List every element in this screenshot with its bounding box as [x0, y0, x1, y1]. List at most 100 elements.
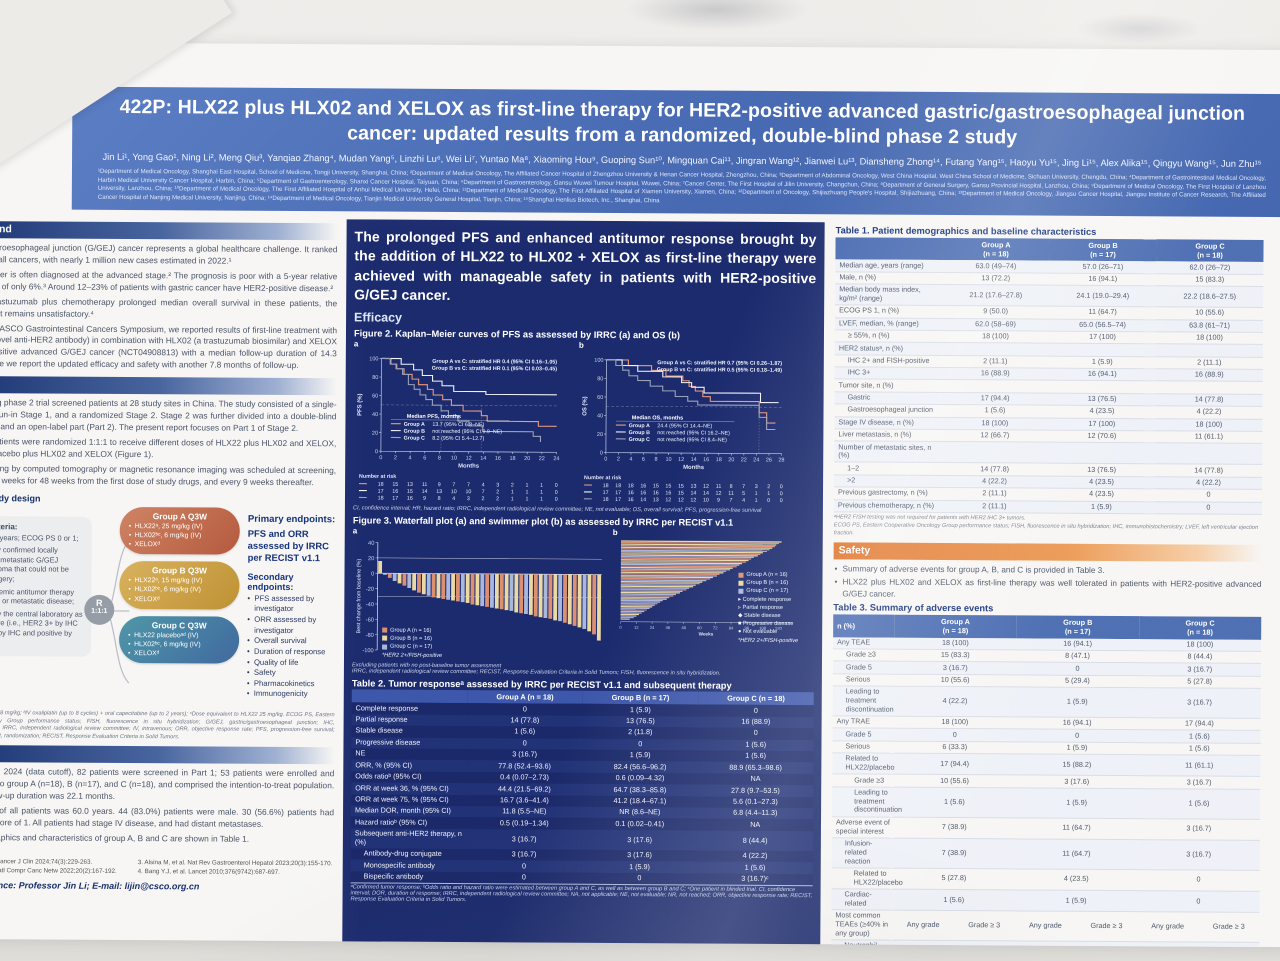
svg-text:7: 7	[482, 490, 485, 496]
table-cell: 1 (5.6)	[893, 786, 1016, 818]
svg-text:5: 5	[742, 491, 745, 497]
figure3-footnote: Excluding patients with no post-baseline…	[352, 663, 814, 678]
table-cell: 15 (83.3)	[894, 649, 1017, 663]
svg-text:Number at risk: Number at risk	[584, 475, 621, 481]
svg-text:0: 0	[555, 483, 558, 489]
row-label: >2	[834, 474, 942, 488]
table-cell: 3 (16.7)	[466, 828, 582, 850]
table-cell: 1 (5.6)	[697, 861, 813, 874]
randomization-label: R	[96, 597, 103, 608]
table-cell: 1 (5.6)	[1138, 742, 1261, 756]
svg-text:80: 80	[372, 375, 378, 381]
row-label: Stable disease	[351, 725, 468, 738]
reference-item: 2. Wang F, et al. J Natl Compr Canc Netw…	[0, 867, 117, 875]
svg-text:12: 12	[665, 498, 671, 504]
svg-text:PFS (%): PFS (%)	[357, 394, 363, 416]
svg-text:OS (%): OS (%)	[582, 397, 588, 416]
svg-text:26: 26	[766, 458, 772, 464]
table-cell: 1 (5.6)	[1138, 730, 1261, 744]
svg-text:Number at risk: Number at risk	[359, 474, 396, 480]
svg-text:4: 4	[742, 498, 745, 504]
primary-endpoints-heading: Primary endpoints:	[247, 513, 336, 525]
svg-text:14: 14	[703, 491, 709, 497]
group-c-swatch	[382, 644, 388, 650]
svg-text:0: 0	[604, 457, 607, 463]
table-cell: 18 (100)	[1138, 638, 1262, 652]
svg-text:7: 7	[730, 498, 733, 504]
row-label: Grade ≥3	[832, 774, 894, 787]
table-cell	[1155, 344, 1263, 358]
svg-text:10: 10	[703, 498, 709, 504]
svg-text:13: 13	[691, 484, 697, 490]
svg-text:28: 28	[778, 458, 784, 464]
svg-text:12: 12	[634, 625, 639, 630]
svg-text:Weeks: Weeks	[699, 632, 714, 637]
os-panel: b 0 20 40 60 80 100 0 2 4 6 8 10 12 14 16 18 20 22 24 26 28 M…	[578, 341, 800, 507]
table-cell: NA	[697, 773, 814, 786]
svg-text:1: 1	[525, 497, 528, 503]
svg-text:24: 24	[553, 456, 559, 462]
column-header: Group C (n = 18)	[1138, 616, 1262, 640]
svg-text:Group A: Group A	[404, 422, 425, 428]
svg-text:4: 4	[482, 483, 485, 489]
table-cell: 16 (88.9)	[698, 716, 814, 729]
secondary-endpoint: PFS assessed by investigator	[247, 593, 335, 615]
inclusion-item: Confirmed by the central laboratory as H…	[0, 608, 84, 648]
row-label: Median DOR, month (95% CI)	[351, 805, 467, 818]
row-label: Number of metastatic sites, n (%)	[834, 441, 942, 463]
table-cell: 0	[698, 727, 814, 740]
table-cell: 57.0 (26–71)	[1049, 260, 1157, 274]
table1-title: Table 1. Patient demographics and baseli…	[835, 225, 1097, 237]
inclusion-criteria-list: Aged 18–80 years; ECOG PS 0 or 1; Histol…	[0, 533, 85, 649]
marker-label: Progressive disease	[742, 620, 794, 627]
author-list: Jin Li¹, Yong Gao¹, Ning Li², Meng Qiu³,…	[102, 151, 1262, 169]
table-cell: 3 (17.6)	[581, 849, 698, 862]
table-cell: 18 (100)	[894, 637, 1017, 650]
table-cell: 1 (5.6)	[892, 888, 1016, 911]
table-cell: 1 (5.9)	[1048, 355, 1156, 369]
table-cell: 41.2 (18.4–67.1)	[582, 795, 698, 808]
ne-marker-icon: ●	[737, 628, 742, 635]
svg-text:36: 36	[666, 625, 671, 630]
table-cell: 14 (77.8)	[1155, 393, 1263, 407]
svg-text:24: 24	[753, 458, 759, 464]
methods-bullet: In Part 1, patients were randomized 1:1:…	[0, 436, 336, 462]
svg-text:18: 18	[628, 484, 634, 490]
table-cell: 8 (47.1)	[1016, 649, 1139, 663]
svg-text:3: 3	[755, 484, 758, 490]
table2-footnote: ᵃConfirmed tumor response; ᵇOdds ratio a…	[350, 884, 813, 904]
svg-text:7: 7	[467, 483, 470, 489]
table-cell: 5.6 (0.1–27.3)	[697, 796, 814, 809]
svg-text:9: 9	[423, 496, 426, 502]
svg-text:Months: Months	[458, 464, 480, 470]
svg-text:18: 18	[509, 456, 515, 462]
table-cell: 0	[1016, 662, 1139, 676]
group-b-box: Group B Q3W HLX22ᵃ, 15 mg/kg (IV) HLX02ᵇ…	[119, 561, 240, 610]
table-cell: 5 (27.8)	[892, 867, 1016, 890]
svg-text:40: 40	[368, 541, 374, 547]
svg-text:60: 60	[597, 395, 603, 401]
table-cell: 18 (100)	[1155, 331, 1264, 345]
table-cell: 4 (23.5)	[1015, 868, 1138, 891]
table-cell: 10 (55.6)	[893, 774, 1016, 788]
table-cell: Grade ≥ 3	[1198, 912, 1260, 943]
svg-text:13.7 (95% CI 6.8–NE): 13.7 (95% CI 6.8–NE)	[432, 422, 484, 428]
svg-text:17: 17	[615, 497, 621, 503]
legend-label: Group A (n = 16)	[390, 627, 432, 634]
svg-text:60: 60	[372, 394, 378, 400]
table-cell: 21.2 (17.6–27.8)	[942, 284, 1050, 307]
svg-text:0: 0	[767, 498, 770, 504]
table-row: Leading to treatment discontinuation 4 (2…	[832, 685, 1261, 719]
table-row: Number of metastatic sites, n (%)	[834, 441, 1263, 465]
svg-text:12: 12	[678, 457, 684, 463]
poster-title-band: 422P: HLX22 plus HLX02 and XELOX as firs…	[71, 86, 1280, 218]
group-c-box: Group C Q3W HLX22 placeboᵃᵈ (IV) HLX02ᵇᶜ…	[118, 615, 240, 664]
table-cell: 0.4 (0.07–2.73)	[466, 771, 583, 784]
table-cell: 4 (22.2)	[941, 475, 1049, 489]
inclusion-item: Histologically confirmed locally advance…	[0, 545, 85, 585]
efficacy-heading: Efficacy	[354, 310, 403, 325]
table-cell: 0	[581, 872, 698, 886]
table-cell	[1048, 380, 1156, 394]
table-cell: 4 (22.2)	[697, 850, 813, 863]
